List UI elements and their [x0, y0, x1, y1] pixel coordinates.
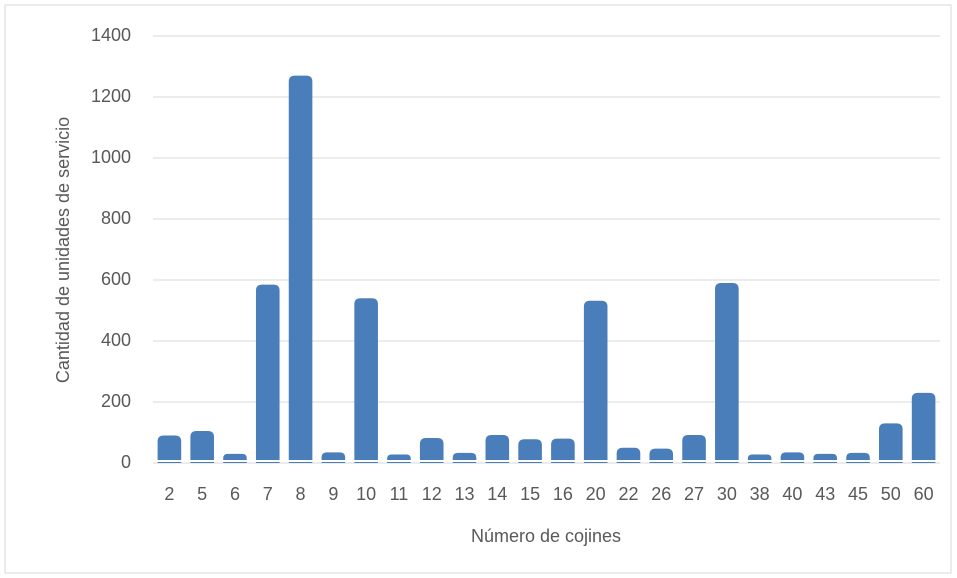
x-tick-label: 5 [197, 484, 207, 504]
x-tick-label: 14 [487, 484, 507, 504]
y-tick-label: 400 [101, 330, 131, 350]
bar [518, 439, 542, 463]
y-tick-label: 1400 [91, 25, 131, 45]
x-tick-label: 2 [164, 484, 174, 504]
x-tick-label: 40 [782, 484, 802, 504]
x-tick-label: 43 [815, 484, 835, 504]
x-tick-label: 60 [914, 484, 934, 504]
x-axis-label: Número de cojines [471, 526, 621, 546]
bar [485, 434, 510, 463]
x-tick-label: 13 [455, 484, 475, 504]
bar [354, 298, 378, 463]
x-tick-label: 7 [263, 484, 273, 504]
y-tick-label: 0 [121, 452, 131, 472]
y-tick-label: 1000 [91, 147, 131, 167]
x-tick-label: 26 [651, 484, 671, 504]
x-tick-label: 38 [750, 484, 770, 504]
bar [190, 430, 214, 463]
bar [551, 438, 575, 463]
x-tick-label: 11 [390, 484, 409, 504]
x-tick-label: 10 [356, 484, 376, 504]
x-tick-label: 12 [422, 484, 442, 504]
y-tick-label: 600 [101, 269, 131, 289]
y-tick-label: 800 [101, 208, 131, 228]
bar [255, 284, 280, 463]
bar [616, 447, 641, 463]
x-tick-label: 45 [848, 484, 868, 504]
bar [583, 300, 608, 463]
x-tick-label: 8 [296, 484, 306, 504]
x-tick-label: 50 [881, 484, 901, 504]
x-tick-label: 6 [230, 484, 240, 504]
bar [879, 423, 903, 463]
chart-frame [4, 4, 952, 574]
bar [682, 434, 706, 463]
y-axis-label: Cantidad de unidades de servicio [53, 117, 73, 383]
bar [157, 435, 182, 463]
x-tick-label: 22 [618, 484, 638, 504]
x-tick-label: 27 [684, 484, 704, 504]
x-tick-label: 15 [520, 484, 540, 504]
x-tick-label: 30 [717, 484, 737, 504]
bar [649, 448, 674, 463]
x-tick-label: 16 [553, 484, 573, 504]
bar [911, 392, 936, 463]
x-tick-label: 20 [586, 484, 606, 504]
x-tick-label: 9 [328, 484, 338, 504]
y-tick-label: 1200 [91, 86, 131, 106]
bar [715, 283, 739, 463]
bar [288, 75, 313, 464]
y-tick-label: 200 [101, 391, 131, 411]
bar [419, 437, 444, 463]
